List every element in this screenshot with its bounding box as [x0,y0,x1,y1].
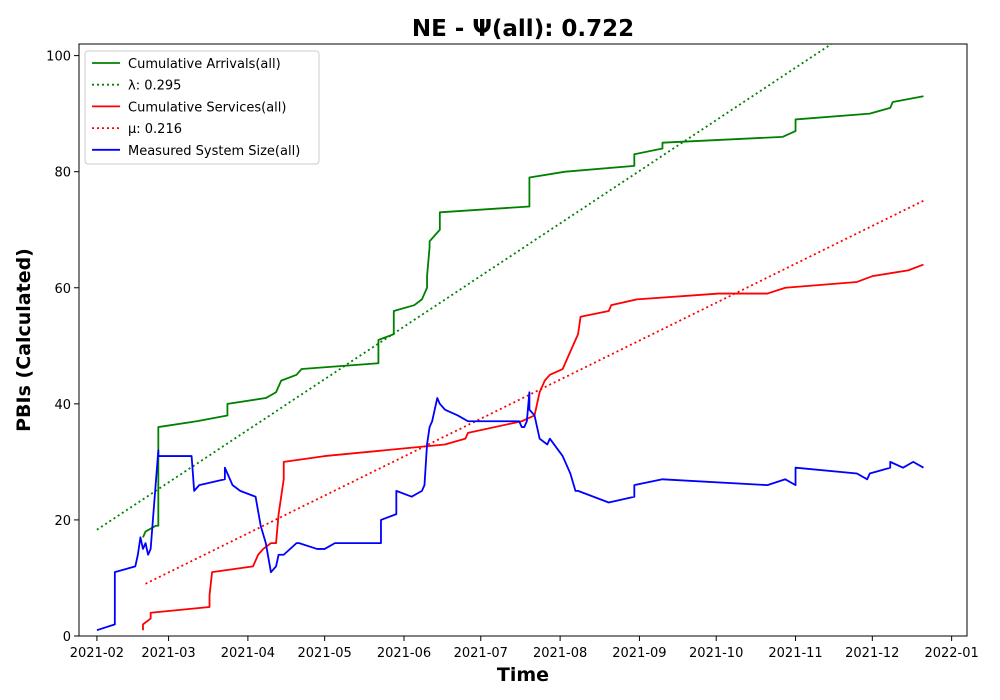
x-tick-label: 2021-09 [612,646,666,661]
y-tick-label: 0 [63,630,71,645]
series-line-3 [142,263,924,631]
legend-label: λ: 0.295 [128,79,181,94]
chart-title: NE - Ψ(all): 0.722 [412,16,634,42]
y-tick-label: 80 [54,166,71,181]
x-tick-label: 2021-08 [533,646,587,661]
x-axis-label: Time [497,664,549,686]
legend-label: Cumulative Arrivals(all) [128,57,281,72]
x-tick-label: 2021-04 [221,646,275,661]
series-line-2 [96,44,832,531]
x-tick-label: 2021-05 [298,646,352,661]
y-axis-label: PBIs (Calculated) [13,248,35,432]
series-line-5 [96,391,924,632]
legend-label: Measured System Size(all) [128,144,300,159]
y-tick-label: 20 [54,514,71,529]
plot-area [78,43,968,637]
series-line-4 [145,199,924,585]
x-tick-label: 2021-02 [70,646,124,661]
x-tick-label: 2021-03 [141,646,195,661]
x-axis: 2021-02 2021-03 2021-04 2021-05 2021-06 2021-… [70,636,979,661]
legend-box [84,50,320,165]
x-tick-label: 2021-11 [768,646,822,661]
legend-label: Cumulative Services(all) [128,100,286,115]
x-tick-label: 2022-01 [924,646,978,661]
y-axis: 0 20 40 60 80 100 [46,50,79,645]
y-tick-label: 60 [54,282,71,297]
legend: Cumulative Arrivals(all) λ: 0.295 Cumulati… [84,50,320,165]
x-tick-label: 2021-10 [689,646,743,661]
x-tick-label: 2021-07 [454,646,508,661]
series-layer [96,44,924,632]
y-tick-label: 100 [46,50,71,65]
series-line-1 [142,95,924,538]
x-tick-label: 2021-06 [377,646,431,661]
y-tick-label: 40 [54,398,71,413]
legend-label: μ: 0.216 [128,122,182,137]
x-tick-label: 2021-12 [845,646,899,661]
